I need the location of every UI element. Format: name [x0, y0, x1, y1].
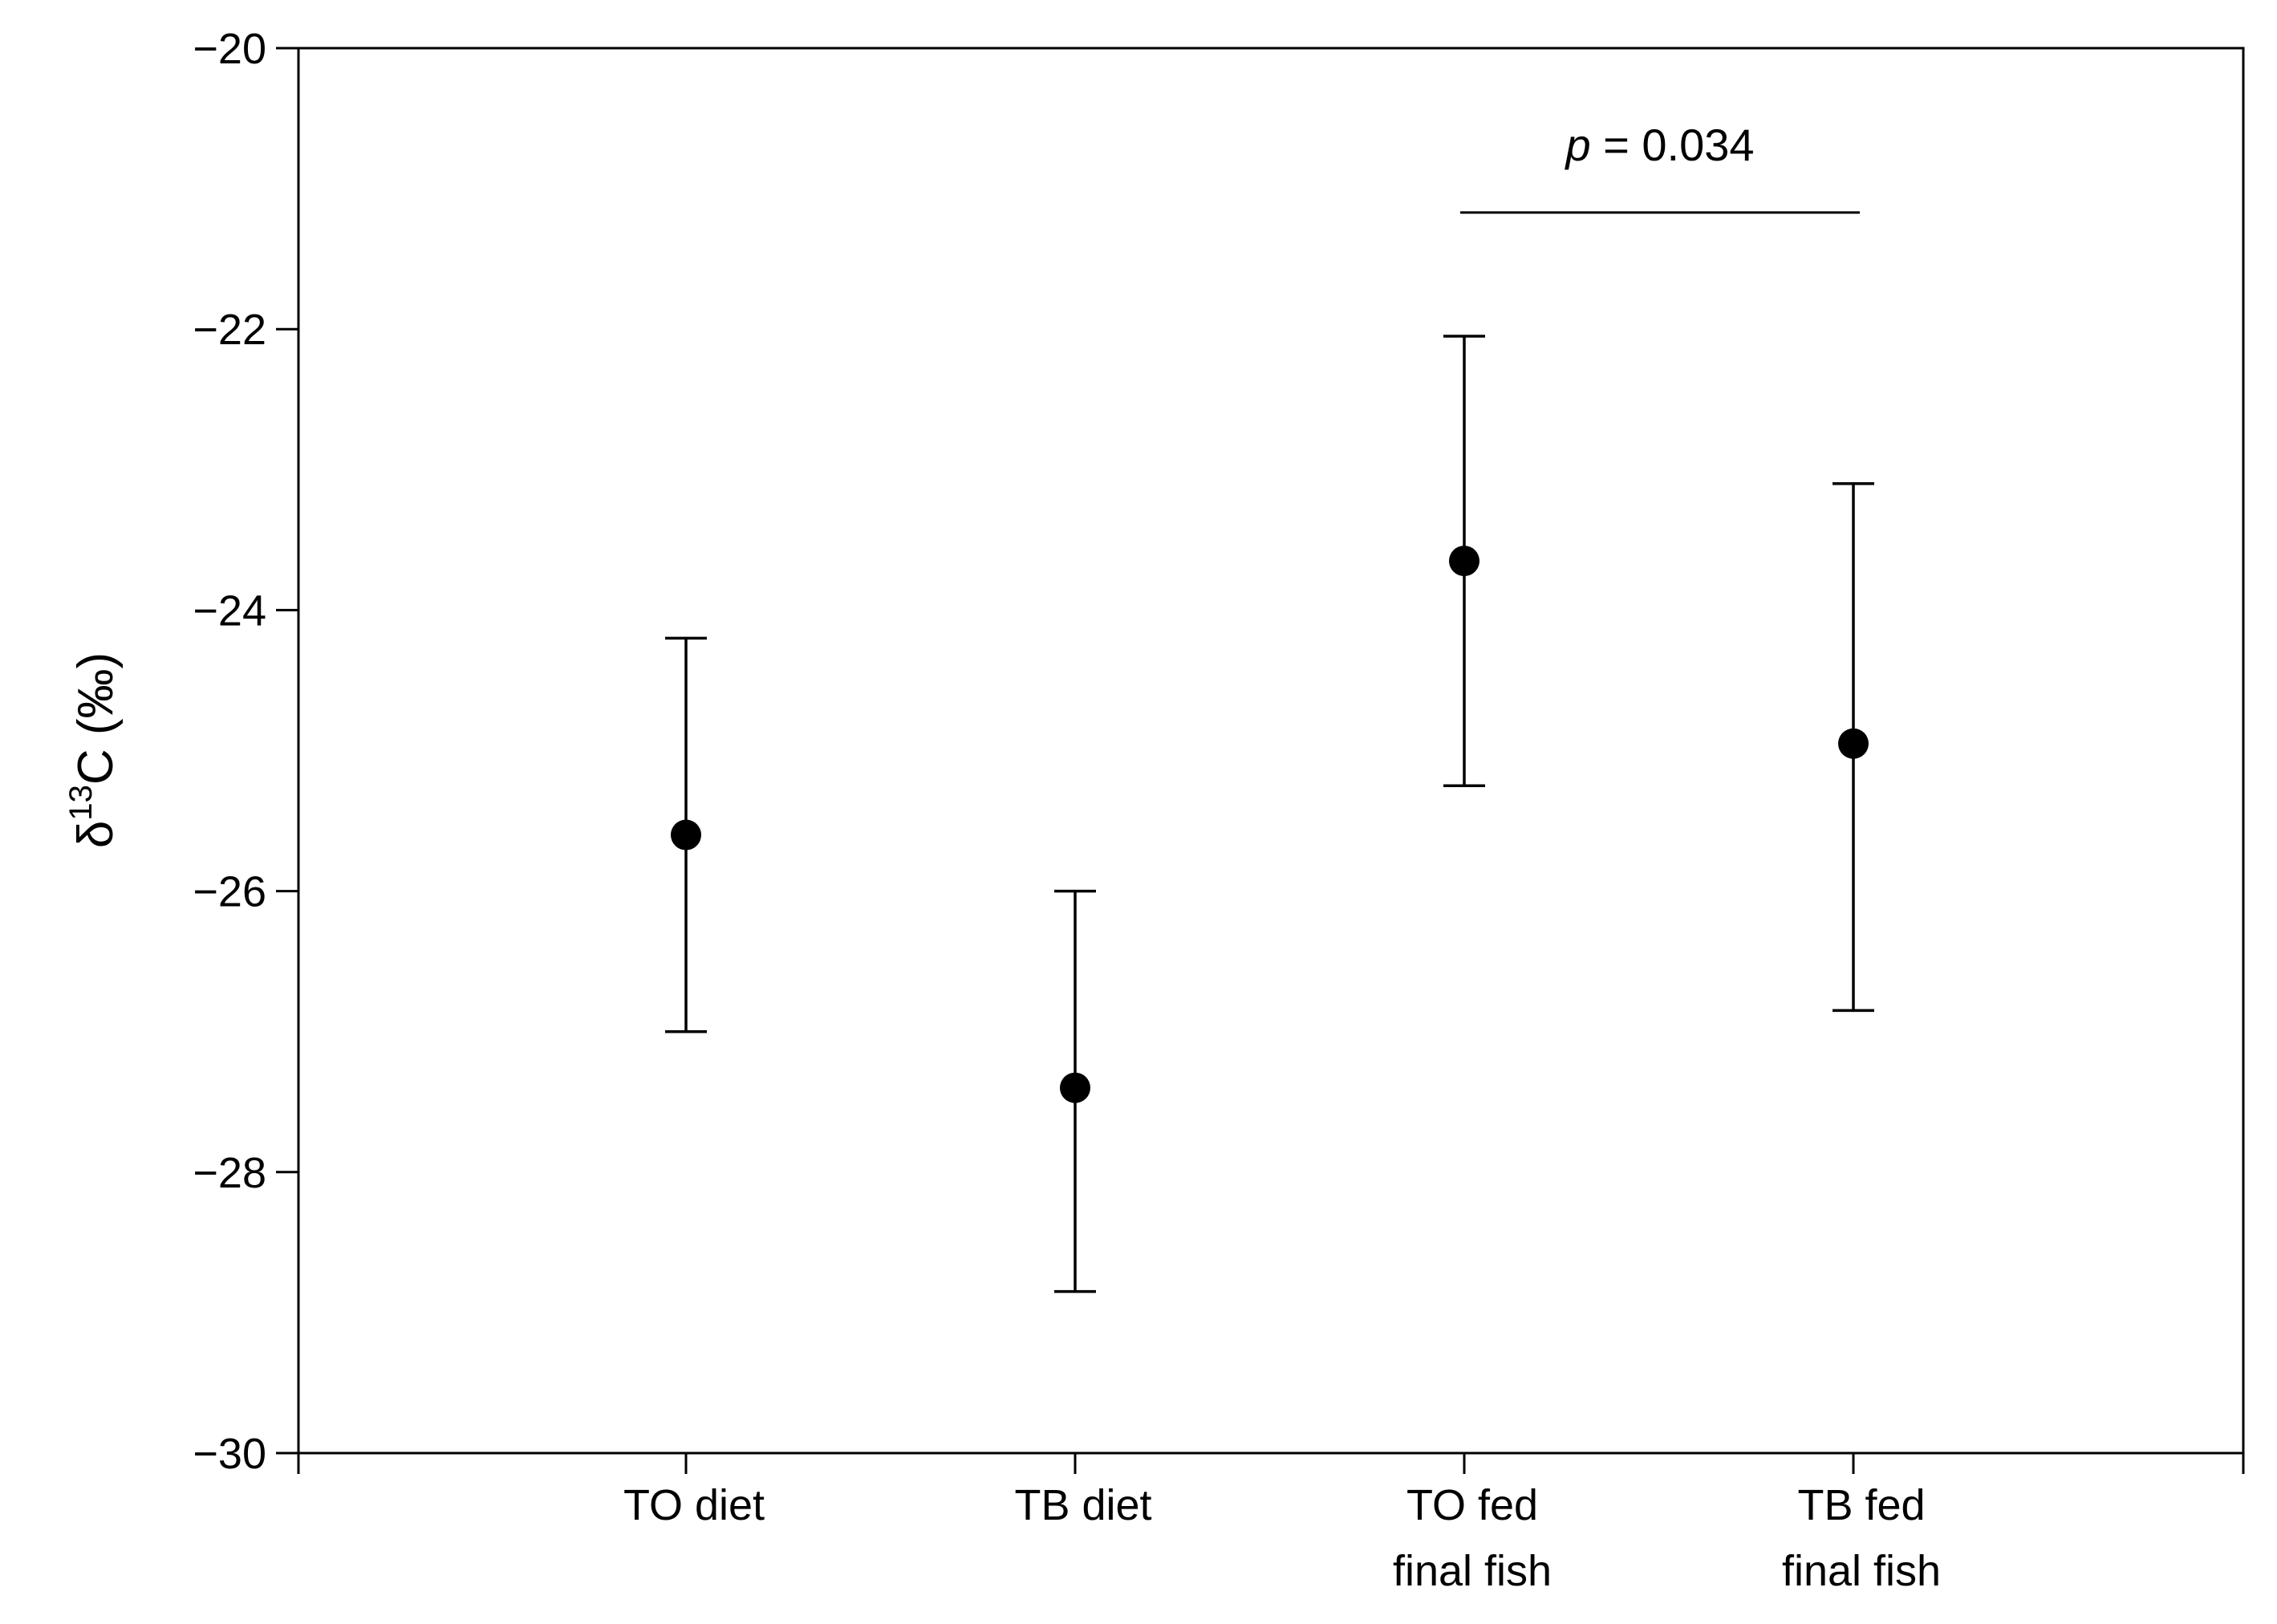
x-tick-label: final fish [1393, 1547, 1552, 1595]
data-marks [665, 335, 1874, 1293]
p-value-label: p = 0.034 [1564, 120, 1754, 170]
data-point [1838, 728, 1869, 759]
x-tick-label: TB diet [1014, 1481, 1151, 1529]
y-tick-label: −26 [193, 868, 266, 916]
y-axis-title: δ13C (‰) [63, 652, 124, 848]
x-axis-ticks: TO diet TB diet TO fed final fish TB fed fina… [297, 1453, 2245, 1595]
x-tick-label: TO diet [623, 1481, 765, 1529]
data-point [1449, 546, 1479, 577]
x-tick-label: final fish [1782, 1547, 1941, 1595]
x-tick-label: TB fed [1797, 1481, 1925, 1529]
y-axis-ticks: −20 −22 −24 −26 −28 −30 [193, 25, 298, 1478]
y-tick-label: −22 [193, 306, 266, 354]
y-tick-label: −28 [193, 1149, 266, 1197]
data-point [671, 819, 701, 851]
y-tick-label: −20 [193, 25, 266, 73]
plot-frame [297, 47, 2245, 1455]
data-point [1060, 1072, 1090, 1103]
x-tick-label: TO fed [1406, 1481, 1538, 1529]
y-tick-label: −24 [193, 587, 266, 635]
y-tick-label: −30 [193, 1430, 266, 1478]
significance-annotation: p = 0.034 [1460, 120, 1860, 214]
